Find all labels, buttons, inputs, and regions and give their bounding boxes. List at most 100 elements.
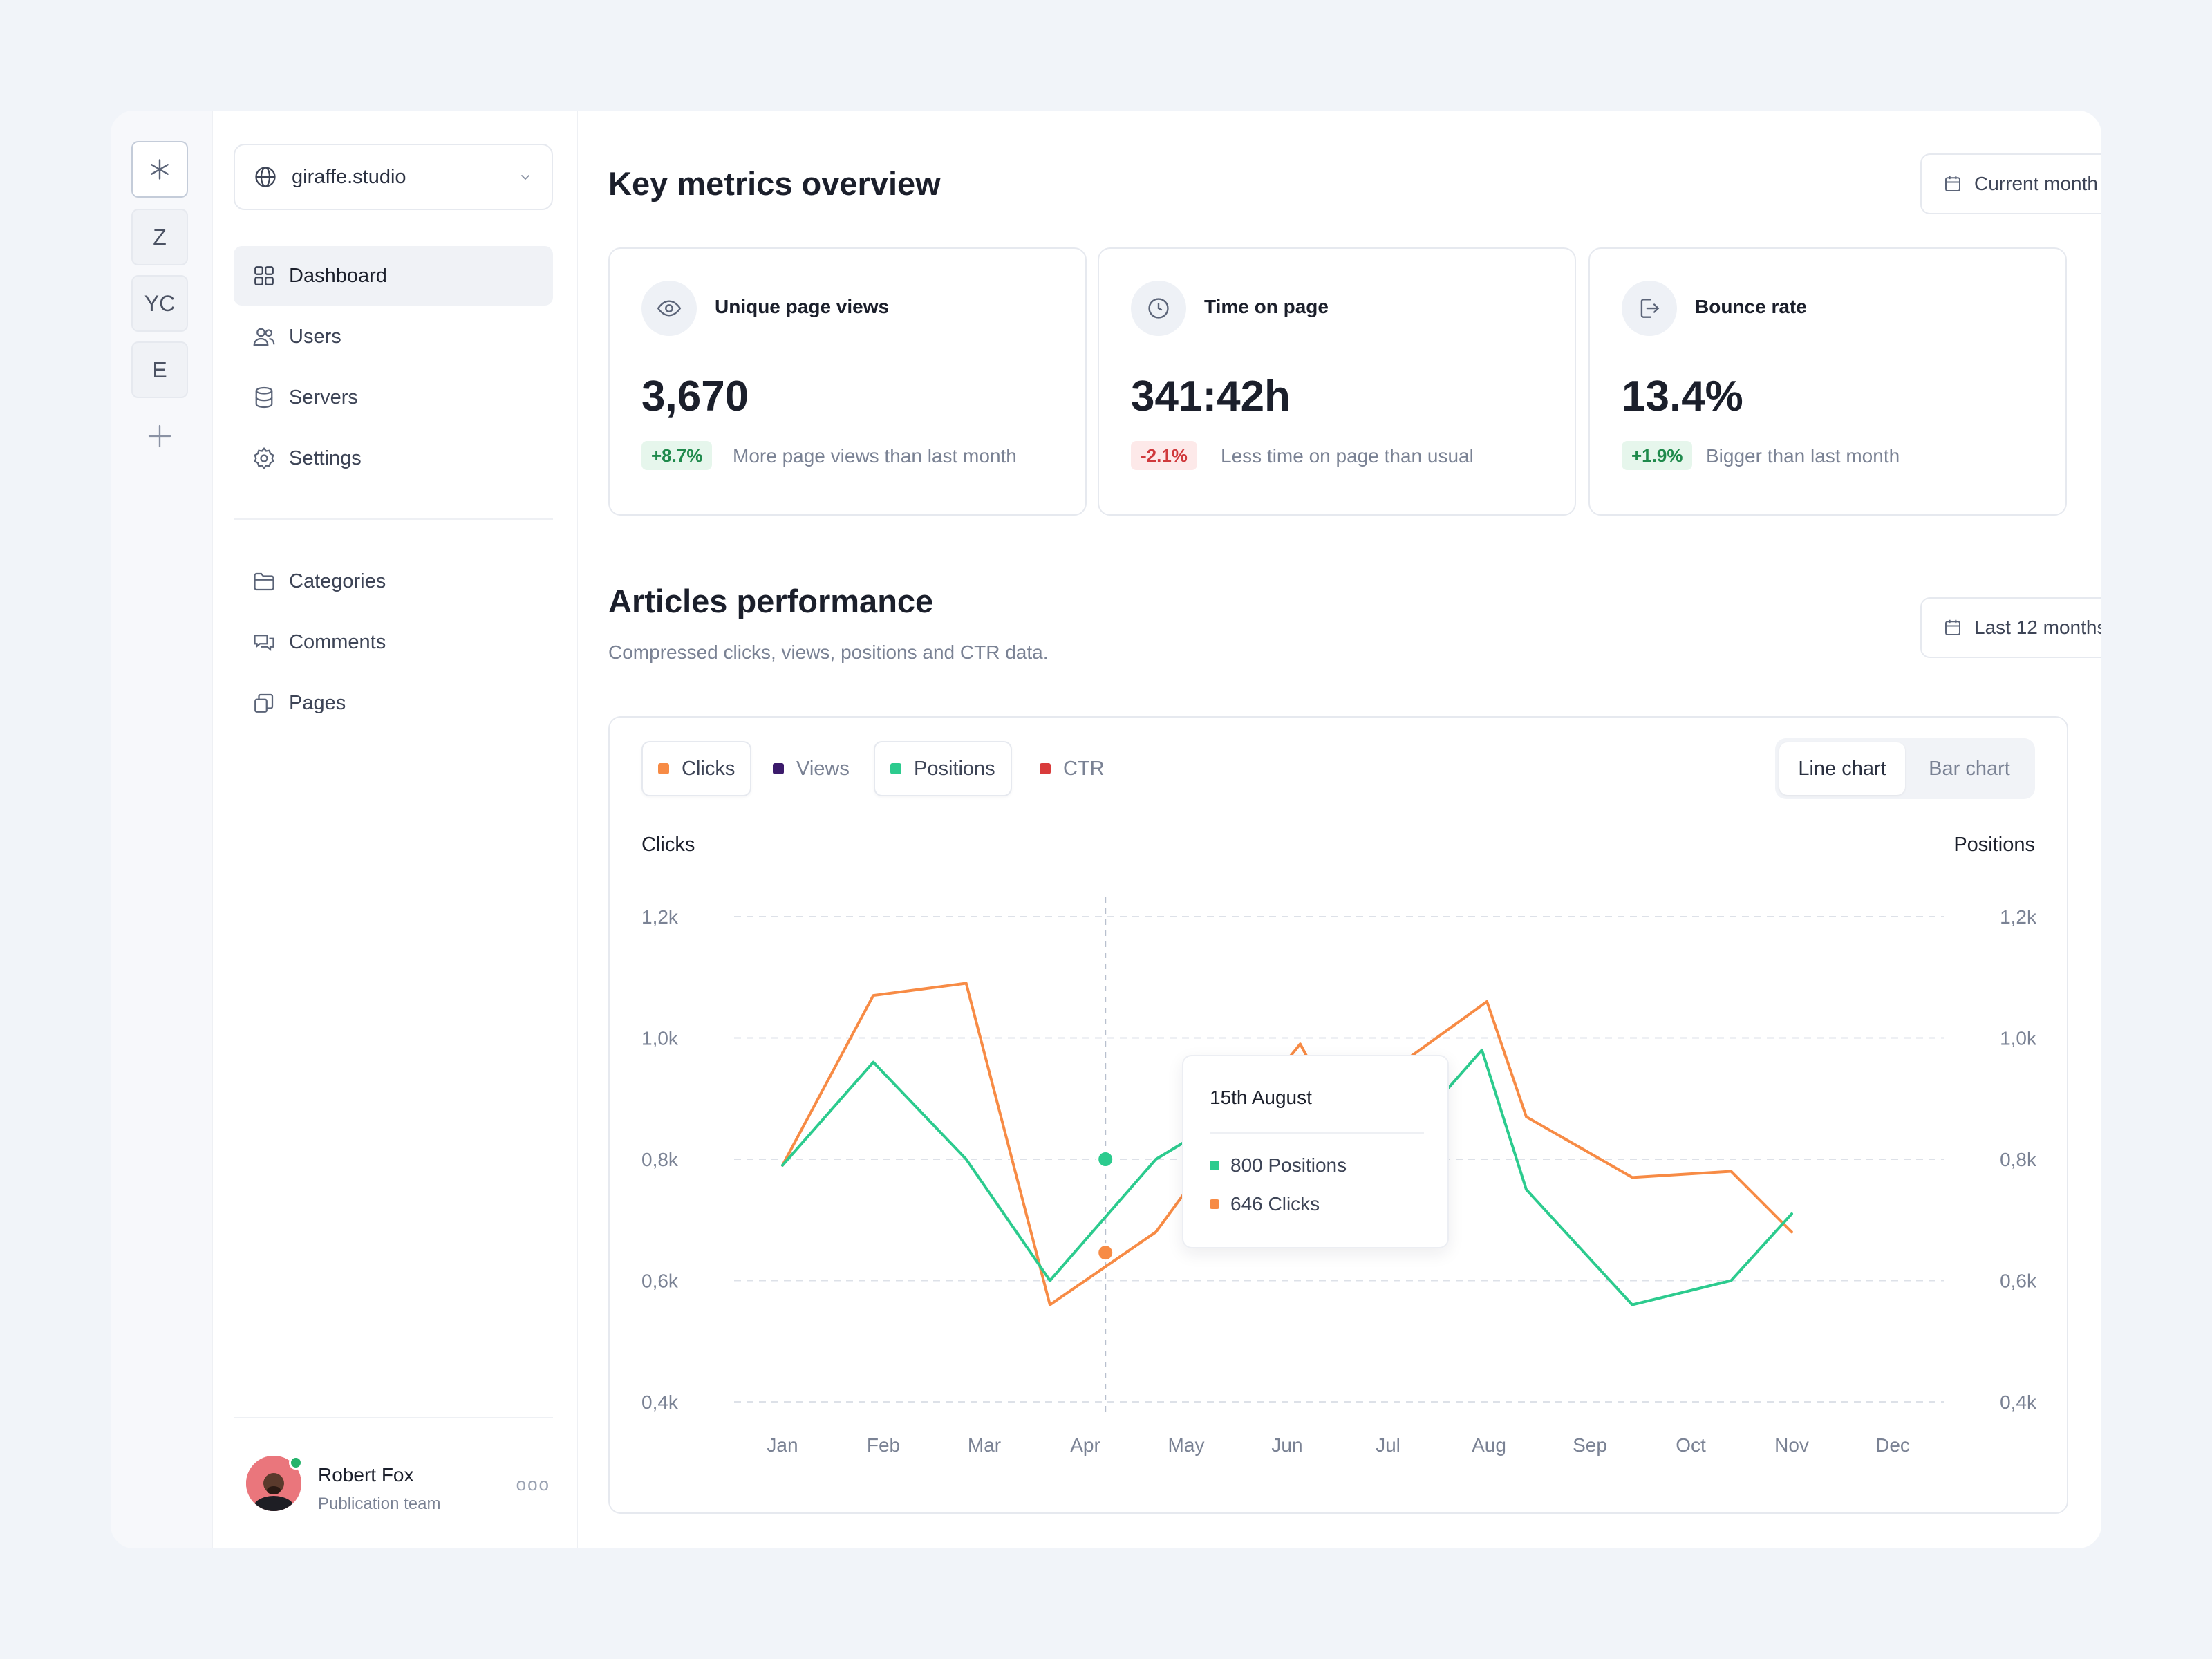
legend-swatch	[773, 763, 784, 774]
online-status-dot	[289, 1456, 303, 1470]
page-title: Key metrics overview	[608, 165, 941, 202]
site-selector[interactable]: giraffe.studio	[234, 144, 553, 210]
workspace-label: E	[152, 357, 167, 382]
range-label: Last 12 months	[1974, 617, 2101, 638]
x-tick-label: Jan	[767, 1434, 798, 1456]
chart-type-toggle: Line chart Bar chart	[1775, 738, 2035, 799]
x-tick-label: Sep	[1573, 1434, 1607, 1456]
nav-pages[interactable]: Pages	[234, 673, 553, 733]
main-content: Key metrics overview Current month Uniqu…	[578, 111, 2101, 1548]
x-tick-label: Jul	[1376, 1434, 1400, 1456]
period-label: Current month	[1974, 173, 2098, 194]
y-tick-label-left: 0,4k	[641, 1391, 679, 1413]
y-tick-label-left: 1,0k	[641, 1028, 679, 1049]
workspace-yc[interactable]: YC	[131, 275, 188, 332]
nav-label: Settings	[289, 447, 362, 469]
workspace-label: Z	[153, 224, 167, 250]
legend-label: Clicks	[682, 757, 735, 780]
grid-icon	[250, 262, 278, 290]
x-tick-label: Mar	[968, 1434, 1001, 1456]
legend-views[interactable]: Views	[758, 741, 865, 796]
legend-swatch	[658, 763, 669, 774]
asterisk-icon	[151, 159, 169, 180]
x-tick-label: Dec	[1875, 1434, 1910, 1456]
section-title: Articles performance	[608, 583, 934, 619]
tooltip-swatch	[1210, 1161, 1219, 1170]
logout-icon	[1622, 281, 1677, 336]
workspace-z[interactable]: Z	[131, 209, 188, 265]
legend-label: Positions	[914, 757, 995, 780]
metric-card-time-on-page: Time on page 341:42h -2.1% Less time on …	[1098, 247, 1576, 516]
clock-icon	[1131, 281, 1186, 336]
highlight-dot-clicks	[1096, 1243, 1116, 1263]
nav-label: Servers	[289, 386, 358, 409]
range-dropdown[interactable]: Last 12 months	[1920, 597, 2101, 658]
metric-change-badge: +1.9%	[1622, 441, 1693, 470]
y-tick-label-right: 1,0k	[2000, 1028, 2037, 1049]
users-icon	[250, 323, 278, 350]
user-name: Robert Fox	[318, 1464, 414, 1485]
y-tick-label-right: 0,8k	[2000, 1149, 2037, 1170]
add-workspace-button[interactable]	[131, 408, 188, 465]
nav-users[interactable]: Users	[234, 307, 553, 366]
line-chart-tab[interactable]: Line chart	[1779, 742, 1905, 795]
metric-title: Time on page	[1204, 296, 1329, 317]
globe-icon	[255, 167, 276, 187]
metric-description: Less time on page than usual	[1221, 445, 1474, 467]
nav-categories[interactable]: Categories	[234, 552, 553, 611]
metric-value: 3,670	[641, 373, 749, 420]
sidebar-divider	[234, 518, 553, 520]
comments-icon	[250, 628, 278, 656]
nav-servers[interactable]: Servers	[234, 368, 553, 427]
nav-label: Categories	[289, 570, 386, 592]
nav-label: Comments	[289, 630, 386, 653]
tooltip-positions-row: 800 Positions	[1210, 1154, 1347, 1177]
highlight-dot-positions	[1096, 1150, 1116, 1169]
user-role: Publication team	[318, 1494, 441, 1513]
user-profile[interactable]: Robert Fox Publication team ooo	[246, 1456, 550, 1518]
nav-comments[interactable]: Comments	[234, 612, 553, 672]
metric-card-page-views: Unique page views 3,670 +8.7% More page …	[608, 247, 1087, 516]
metric-value: 13.4%	[1622, 373, 1743, 420]
workspace-asterisk[interactable]	[131, 141, 188, 198]
y-tick-label-left: 0,6k	[641, 1271, 679, 1292]
workspace-rail: Z YC E	[111, 111, 213, 1548]
tooltip-divider	[1210, 1132, 1424, 1134]
gear-icon	[250, 444, 278, 472]
tooltip-swatch	[1210, 1199, 1219, 1209]
y-axis-title-left: Clicks	[641, 834, 695, 856]
user-menu-button[interactable]: ooo	[516, 1474, 550, 1494]
nav-label: Users	[289, 325, 341, 348]
legend-swatch	[890, 763, 901, 774]
site-name: giraffe.studio	[292, 165, 406, 188]
metric-card-bounce-rate: Bounce rate 13.4% +1.9% Bigger than last…	[1588, 247, 2067, 516]
period-dropdown[interactable]: Current month	[1920, 153, 2101, 214]
legend-label: CTR	[1063, 757, 1105, 780]
metric-title: Unique page views	[715, 296, 890, 317]
y-tick-label-right: 1,2k	[2000, 906, 2037, 928]
metric-change-badge: -2.1%	[1131, 441, 1197, 470]
x-tick-label: Aug	[1472, 1434, 1506, 1456]
section-subtitle: Compressed clicks, views, positions and …	[608, 641, 1049, 663]
legend-swatch	[1040, 763, 1051, 774]
chart-card: Clicks Views Positions CTR Line chart Ba…	[608, 716, 2068, 1514]
workspace-e[interactable]: E	[131, 341, 188, 398]
metric-value: 341:42h	[1131, 373, 1291, 420]
x-tick-label: Apr	[1070, 1434, 1100, 1456]
y-axis-title-right: Positions	[1953, 834, 2035, 856]
legend-ctr[interactable]: CTR	[1024, 741, 1120, 796]
pages-icon	[250, 689, 278, 717]
legend-clicks[interactable]: Clicks	[641, 741, 752, 796]
nav-dashboard[interactable]: Dashboard	[234, 246, 553, 306]
y-tick-label-right: 0,4k	[2000, 1391, 2037, 1413]
line-chart[interactable]: 1,2k 1,2k 1,0k 1,0k 0,8k 0,8k 0,6k 0,6k 0,4k 0,4k…	[610, 718, 2067, 1512]
legend-positions[interactable]: Positions	[874, 741, 1012, 796]
y-tick-label-left: 1,2k	[641, 906, 679, 928]
sidebar: giraffe.studio Dashboard Users Servers	[213, 111, 578, 1548]
bar-chart-tab[interactable]: Bar chart	[1929, 757, 2010, 780]
y-tick-label-right: 0,6k	[2000, 1271, 2037, 1292]
nav-settings[interactable]: Settings	[234, 429, 553, 488]
nav-label: Pages	[289, 691, 346, 714]
chart-tooltip: 15th August 800 Positions 646 Clicks	[1182, 1055, 1449, 1248]
tooltip-date: 15th August	[1210, 1087, 1312, 1108]
